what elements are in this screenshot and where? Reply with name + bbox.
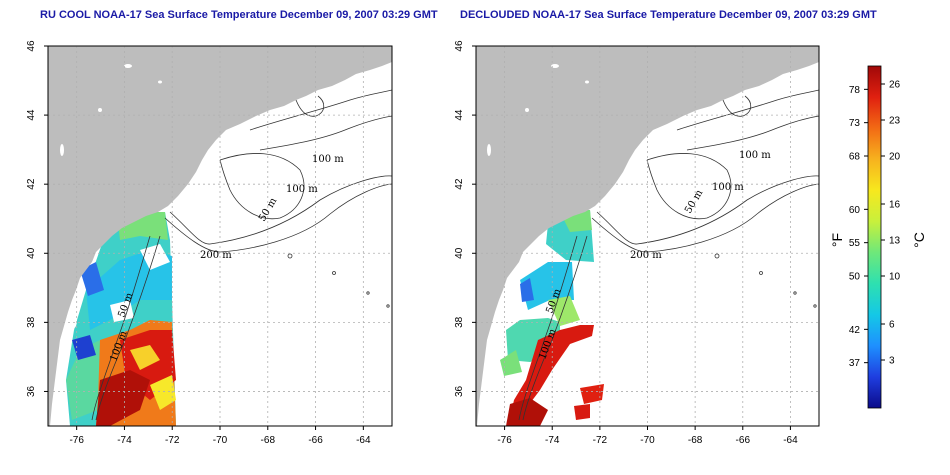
left-land [48,46,392,426]
x-tick-label: -74 [545,435,560,446]
contour-label: 100 m [712,182,744,193]
x-tick-label: -66 [736,435,751,446]
right-land-holes [487,64,589,328]
contour-label: 100 m [286,184,318,195]
fahrenheit-tick-label: 55 [849,238,861,249]
x-tick-label: -72 [165,435,180,446]
celsius-tick-label: 3 [889,356,895,367]
x-tick-label: -68 [261,435,276,446]
x-tick-label: -76 [69,435,84,446]
fahrenheit-tick-label: 50 [849,272,861,283]
colorbar: 37 42 50 55 60 68 73 78 3 6 10 13 16 20 23 26 °F °C [829,65,927,409]
left-bathymetry-contours [91,89,392,421]
right-land [476,46,819,426]
contour-label: 200 m [630,250,662,261]
x-tick-label: -74 [117,435,132,446]
y-tick-label: 40 [26,247,37,259]
left-land-holes [60,64,162,328]
right-axis-ticks: -76 -74 -72 -70 -68 -66 -64 36 38 40 42 44 46 [454,40,798,446]
x-tick-label: -70 [213,435,228,446]
celsius-tick-label: 20 [889,152,901,163]
fahrenheit-tick-label: 37 [849,358,861,369]
celsius-tick-label: 26 [889,80,901,91]
y-tick-label: 38 [454,316,465,328]
x-tick-label: -76 [497,435,512,446]
celsius-tick-label: 16 [889,200,901,211]
fahrenheit-tick-label: 42 [849,325,861,336]
y-tick-label: 40 [454,247,465,259]
x-tick-label: -64 [783,435,798,446]
y-tick-label: 36 [454,385,465,397]
celsius-tick-label: 10 [889,272,901,283]
y-tick-label: 42 [454,178,465,190]
fahrenheit-unit-label: °F [829,233,845,247]
y-tick-label: 44 [26,109,37,121]
colorbar-gradient [867,65,882,409]
x-tick-label: -70 [640,435,655,446]
fahrenheit-tick-label: 73 [849,118,861,129]
y-tick-label: 46 [26,40,37,52]
left-axis-ticks: -76 -74 -72 -70 -68 -66 -64 36 38 40 42 44 46 [26,40,371,446]
y-tick-label: 44 [454,109,465,121]
y-tick-label: 46 [454,40,465,52]
celsius-tick-label: 13 [889,236,901,247]
left-sst-imagery [66,212,176,426]
left-map-title: RU COOL NOAA-17 Sea Surface Temperature … [40,9,438,21]
fahrenheit-tick-label: 68 [849,152,861,163]
right-bathymetry-contours [518,89,819,421]
x-tick-label: -68 [688,435,703,446]
contour-label: 100 m [739,150,771,161]
fahrenheit-tick-label: 78 [849,85,861,96]
celsius-tick-label: 23 [889,116,901,127]
x-tick-label: -66 [308,435,323,446]
x-tick-label: -72 [593,435,608,446]
contour-label: 200 m [200,250,232,261]
x-tick-label: -64 [356,435,371,446]
celsius-unit-label: °C [911,232,927,248]
y-tick-label: 38 [26,316,37,328]
y-tick-label: 42 [26,178,37,190]
celsius-tick-label: 6 [889,320,895,331]
colorbar-ticks: 37 42 50 55 60 68 73 78 3 6 10 13 16 20 23 26 [849,80,901,370]
y-tick-label: 36 [26,385,37,397]
fahrenheit-tick-label: 60 [849,205,861,216]
right-map-title: DECLOUDED NOAA-17 Sea Surface Temperatur… [460,9,877,21]
contour-label: 100 m [312,154,344,165]
